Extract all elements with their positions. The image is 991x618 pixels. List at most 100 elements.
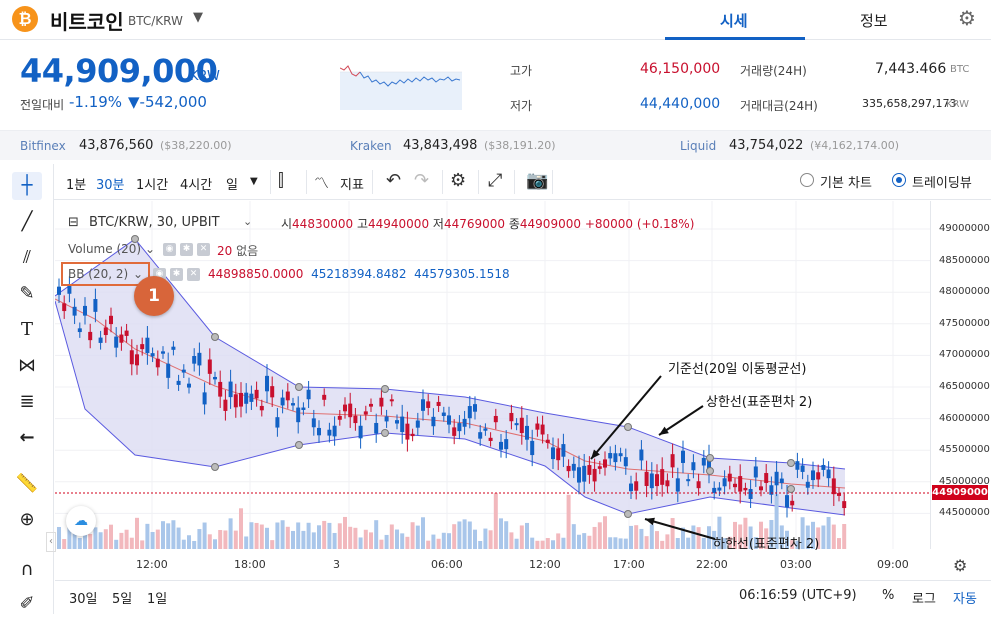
candle-body bbox=[644, 471, 649, 486]
indicator-icon[interactable]: 〽 bbox=[314, 174, 330, 192]
settings-gear-icon[interactable]: ⚙ bbox=[958, 6, 976, 30]
crosshair-icon[interactable]: ┼ bbox=[12, 172, 42, 200]
fib-lines-icon[interactable]: ⫽ bbox=[22, 247, 32, 268]
basic-chart-radio[interactable] bbox=[800, 173, 814, 187]
volume-bar bbox=[150, 532, 155, 549]
zoom-in-icon[interactable]: ⊕ bbox=[19, 509, 35, 530]
chart-settings-gear-icon[interactable]: ⚙ bbox=[450, 170, 467, 191]
candle-body bbox=[150, 353, 155, 357]
candle-body bbox=[67, 284, 72, 294]
candle-body bbox=[228, 381, 233, 398]
amount-unit: KRW bbox=[946, 99, 969, 110]
bb-legend[interactable]: BB (20, 2) bbox=[68, 267, 129, 281]
timeframe-30m[interactable]: 30분 bbox=[96, 178, 125, 193]
volume-bar bbox=[426, 540, 431, 549]
candle-body bbox=[571, 463, 576, 471]
candle-body bbox=[103, 327, 108, 336]
remove-indicator-close-icon[interactable]: ✕ bbox=[197, 243, 210, 256]
tab-info[interactable]: 정보 bbox=[860, 12, 888, 30]
cloud-icon[interactable]: ☁ bbox=[66, 506, 96, 536]
volume-bar bbox=[410, 522, 415, 549]
volume-bar bbox=[462, 519, 467, 549]
candle-body bbox=[759, 486, 763, 491]
chart-legend-icon[interactable]: ⊟ bbox=[68, 215, 79, 230]
volume-bar bbox=[577, 534, 581, 549]
candle-body bbox=[774, 471, 779, 486]
visibility-eye-icon[interactable]: ◉ bbox=[163, 243, 176, 256]
candle-body bbox=[743, 487, 748, 491]
volume-bar bbox=[135, 517, 139, 549]
bb-chevron-down-icon[interactable]: ⌄ bbox=[133, 267, 144, 281]
timeframe-1h[interactable]: 1시간 bbox=[136, 178, 169, 193]
change-rate: -1.19% bbox=[69, 93, 123, 111]
trend-line-icon[interactable]: ╱ bbox=[21, 211, 33, 232]
amount-label: 거래대금(24H) bbox=[740, 99, 818, 113]
range-30d[interactable]: 30일 bbox=[69, 592, 98, 607]
candle-body bbox=[415, 420, 420, 428]
band-anchor-dot bbox=[706, 467, 714, 475]
annotation-upper-band: 상한선(표준편차 2) bbox=[706, 395, 813, 410]
volume-none: 없음 bbox=[236, 244, 259, 258]
candle-body bbox=[805, 481, 810, 488]
volume-bar bbox=[618, 538, 623, 549]
timeframe-chevron-down-icon[interactable]: ▼ bbox=[250, 176, 258, 187]
symbol-chevron-down-icon[interactable]: ⌄ bbox=[243, 215, 253, 228]
candle-type-icon[interactable]: ⫿ bbox=[278, 170, 284, 191]
undo-icon[interactable]: ↶ bbox=[386, 170, 402, 191]
axis-settings-gear-icon[interactable]: ⚙ bbox=[953, 556, 968, 575]
camera-icon[interactable]: 📷 bbox=[526, 170, 549, 191]
timeframe-4h[interactable]: 4시간 bbox=[180, 178, 213, 193]
range-1d[interactable]: 1일 bbox=[147, 592, 168, 607]
auto-toggle[interactable]: 자동 bbox=[953, 592, 977, 607]
time-axis-label: 22:00 bbox=[696, 558, 728, 571]
price-axis[interactable]: 49000000 48500000 48000000 47500000 47000000… bbox=[930, 201, 991, 549]
candle-body bbox=[655, 474, 659, 487]
candlestick-chart[interactable] bbox=[55, 201, 930, 549]
volume-bar bbox=[327, 522, 332, 549]
prediction-icon[interactable]: ≣ bbox=[19, 391, 35, 412]
volume-bar bbox=[509, 532, 514, 549]
volume-bar bbox=[785, 530, 789, 549]
candle-body bbox=[337, 415, 342, 420]
volume-bar bbox=[805, 525, 810, 549]
pattern-icon[interactable]: ⋈ bbox=[18, 355, 36, 376]
annotation-arrow-middle-head bbox=[591, 449, 600, 459]
volume-chevron-down-icon[interactable]: ⌄ bbox=[145, 242, 156, 256]
volume-bar bbox=[332, 532, 337, 549]
time-axis[interactable]: 12:00 18:00 3 06:00 12:00 17:00 22:00 03:00 09:0… bbox=[55, 552, 930, 576]
brush-icon[interactable]: ✎ bbox=[19, 283, 35, 304]
text-tool-icon[interactable]: T bbox=[20, 319, 33, 340]
coin-select-chevron-down-icon[interactable]: ▼ bbox=[193, 10, 203, 25]
magnet-icon[interactable]: ∩ bbox=[20, 559, 34, 580]
tab-market[interactable]: 시세 bbox=[720, 12, 748, 30]
price-axis-label: 44500000 bbox=[939, 507, 990, 519]
band-anchor-dot bbox=[624, 423, 632, 431]
bb-remove-close-icon[interactable]: ✕ bbox=[187, 268, 200, 281]
tradingview-radio[interactable] bbox=[892, 173, 906, 187]
volume-bar bbox=[623, 538, 628, 549]
candle-body bbox=[722, 478, 727, 487]
bb-settings-icon[interactable]: ✱ bbox=[170, 268, 183, 281]
candle-body bbox=[488, 437, 493, 441]
back-arrow-icon[interactable]: ← bbox=[19, 427, 35, 448]
band-anchor-dot bbox=[624, 510, 632, 518]
log-toggle[interactable]: 로그 bbox=[912, 592, 936, 607]
collapse-toolbar-chevron-icon[interactable]: ‹ bbox=[46, 532, 56, 552]
erase-drawings-icon[interactable]: ✐ bbox=[19, 593, 35, 614]
range-5d[interactable]: 5일 bbox=[112, 592, 133, 607]
timeframe-day[interactable]: 일 bbox=[226, 178, 238, 193]
indicator-settings-icon[interactable]: ✱ bbox=[180, 243, 193, 256]
drawing-toolbar: ┼ ╱ ⫽ ✎ T ⋈ ≣ ← 📏 ⊕ ∩ ✐ bbox=[0, 164, 54, 614]
candle-body bbox=[322, 394, 327, 400]
candle-body bbox=[124, 330, 129, 336]
ruler-icon[interactable]: 📏 bbox=[15, 473, 39, 494]
volume-bar bbox=[98, 532, 103, 549]
candle-body bbox=[608, 453, 613, 459]
annotation-arrow-upper-head bbox=[659, 426, 669, 435]
fullscreen-icon[interactable]: ⤢ bbox=[488, 170, 503, 191]
percent-toggle[interactable]: % bbox=[882, 588, 895, 603]
redo-icon[interactable]: ↷ bbox=[414, 170, 430, 191]
timeframe-1m[interactable]: 1분 bbox=[66, 178, 87, 193]
volume-bar bbox=[88, 533, 93, 549]
indicator-button[interactable]: 지표 bbox=[340, 178, 364, 193]
